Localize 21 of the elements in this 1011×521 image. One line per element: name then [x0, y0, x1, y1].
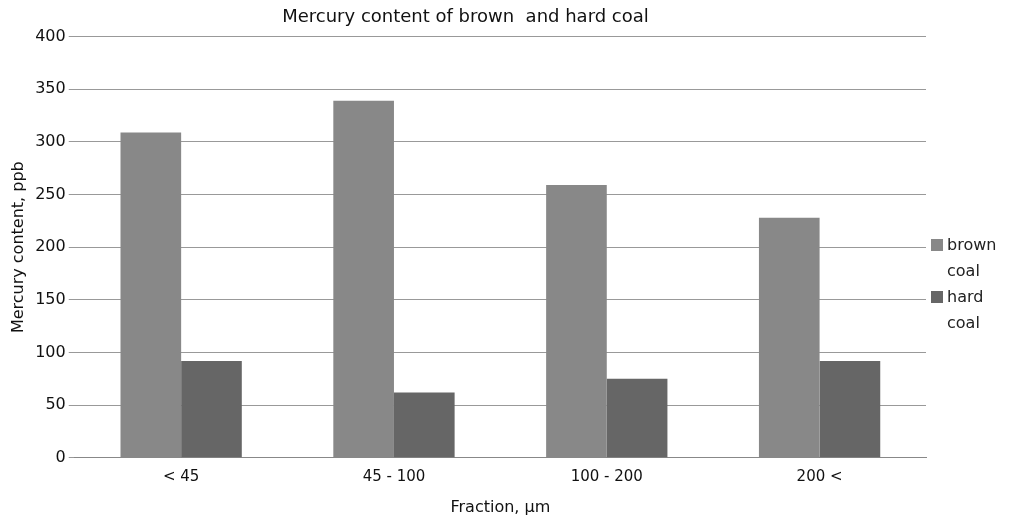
x-tick-label: 100 - 200: [570, 466, 643, 485]
y-tick-label: 350: [35, 78, 66, 98]
y-tick-label: 300: [35, 131, 66, 151]
legend-label: hard coal: [947, 286, 985, 334]
x-axis-title: Fraction, µm: [450, 496, 551, 516]
x-tick-label: 200 <: [796, 466, 843, 485]
y-tick-label: 0: [55, 446, 66, 466]
y-tick-label: 400: [35, 25, 66, 45]
x-tick-label: < 45: [162, 466, 200, 485]
y-tick-label: 50: [45, 394, 66, 414]
bar: [181, 360, 242, 458]
x-tick-label: 45 - 100: [362, 466, 426, 485]
y-tick-label: 150: [35, 289, 66, 309]
y-tick-label: 100: [35, 341, 66, 361]
y-axis-title: Mercury content, ppb: [7, 161, 27, 334]
bar: [393, 392, 455, 458]
y-tick-label: 250: [35, 183, 66, 203]
bar: [606, 378, 668, 458]
y-tick-label: 200: [35, 236, 66, 256]
bar: [819, 360, 881, 458]
chart-title: Mercury content of brown and hard coal: [282, 5, 649, 27]
